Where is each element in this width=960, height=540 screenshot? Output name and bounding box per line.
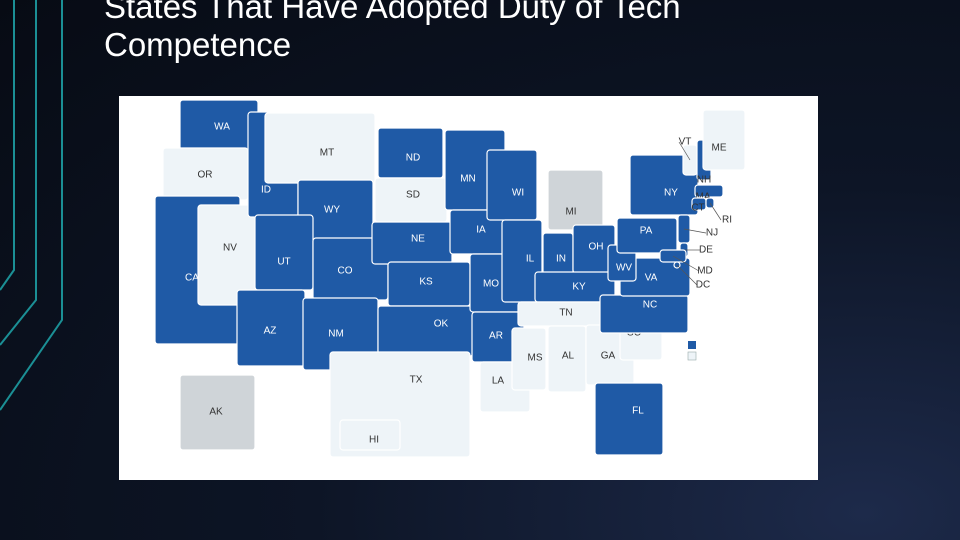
decor-line xyxy=(0,0,37,346)
state-shape xyxy=(594,382,664,456)
state-label: NH xyxy=(697,175,711,186)
state-label: OR xyxy=(198,170,213,181)
state-label: NE xyxy=(411,234,425,245)
state-shape xyxy=(511,327,547,391)
state-label: AL xyxy=(562,351,575,362)
state-label: TX xyxy=(410,375,423,386)
state-label: NV xyxy=(223,243,237,254)
state-label: HI xyxy=(369,435,379,446)
state-label: IL xyxy=(526,254,535,265)
state-shape xyxy=(254,214,314,291)
state-shape xyxy=(616,217,678,254)
leader-line xyxy=(678,141,691,161)
state-label: VT xyxy=(679,137,692,148)
state-label: AZ xyxy=(264,326,277,337)
state-label: KY xyxy=(572,282,586,293)
legend-swatch xyxy=(688,341,696,349)
state-label: MT xyxy=(320,148,334,159)
state-label: DC xyxy=(696,280,710,291)
state-label: NM xyxy=(328,329,344,340)
leader-line xyxy=(672,255,700,272)
state-label: CA xyxy=(185,273,199,284)
state-label: CT xyxy=(691,203,704,214)
state-label: WY xyxy=(324,205,340,216)
state-label: AK xyxy=(209,407,223,418)
leader-line xyxy=(709,202,722,221)
state-label: MO xyxy=(483,279,499,290)
state-label: CO xyxy=(338,266,353,277)
state-label: SD xyxy=(406,190,420,201)
state-label: MI xyxy=(565,207,576,218)
decor-lines xyxy=(0,0,63,411)
leader-line xyxy=(683,228,707,234)
state-label: NY xyxy=(664,188,678,199)
state-label: VA xyxy=(645,273,658,284)
slide-title: States That Have Adopted Duty of Tech Co… xyxy=(104,0,681,63)
state-label: GA xyxy=(601,351,616,362)
state-label: MN xyxy=(460,174,476,185)
state-label: WA xyxy=(214,122,230,133)
state-label: OK xyxy=(434,319,449,330)
state-label: IA xyxy=(476,225,486,236)
state-label: ND xyxy=(406,153,420,164)
state-shape xyxy=(486,149,538,221)
decor-line xyxy=(0,0,63,411)
state-label: TN xyxy=(559,308,572,319)
state-shape xyxy=(179,374,256,451)
state-label: AR xyxy=(489,331,503,342)
decor-line xyxy=(0,0,15,291)
states: WA OR CA NV ID MT WY UT CO AZ NM ND SD NE KS OK TX MN IA MO… xyxy=(154,99,746,458)
state-label: RI xyxy=(722,215,732,226)
state-label: MA xyxy=(696,192,711,203)
state-label: LA xyxy=(492,376,505,387)
leader-line xyxy=(676,264,698,286)
state-label: DE xyxy=(699,245,713,256)
state-label: WI xyxy=(512,188,524,199)
state-label: ID xyxy=(261,185,271,196)
state-label: FL xyxy=(632,406,644,417)
state-label: MD xyxy=(697,266,713,277)
state-label: UT xyxy=(277,257,290,268)
state-label: MS xyxy=(528,353,543,364)
state-label: ME xyxy=(712,143,727,154)
state-shape xyxy=(702,109,746,171)
state-label: NJ xyxy=(706,228,718,239)
legend xyxy=(687,341,697,361)
state-label: WV xyxy=(616,263,632,274)
state-shape xyxy=(547,169,604,231)
state-shape xyxy=(694,184,724,198)
state-label: PA xyxy=(640,226,653,237)
state-label: NC xyxy=(643,300,657,311)
state-shape xyxy=(377,305,474,357)
legend-swatch xyxy=(687,351,697,361)
state-shape xyxy=(339,419,401,451)
state-label: IN xyxy=(556,254,566,265)
state-label: KS xyxy=(419,277,433,288)
state-label: OH xyxy=(589,242,604,253)
